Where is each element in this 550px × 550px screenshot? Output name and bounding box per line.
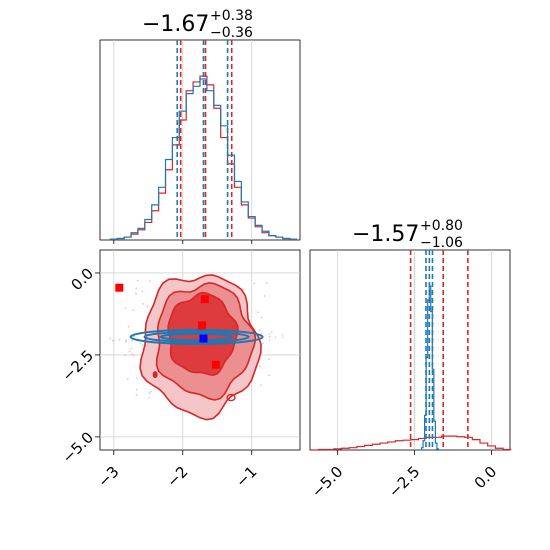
scatter-point: [130, 347, 133, 350]
scatter-point: [136, 377, 138, 380]
scatter-point: [109, 337, 112, 340]
contour-x-tick-label: −1: [232, 463, 260, 491]
blue-square-marker: [199, 334, 208, 343]
hist-x-title-value: −1.67: [142, 12, 209, 37]
scatter-point: [270, 331, 273, 333]
hist-y-x-tick-label: −2.5: [385, 463, 423, 501]
scatter-point: [258, 329, 261, 332]
scatter-point: [274, 336, 277, 339]
scatter-point: [135, 394, 138, 396]
scatter-point: [268, 339, 271, 341]
scatter-point: [132, 354, 135, 357]
scatter-point: [135, 388, 138, 391]
scatter-point: [118, 339, 121, 341]
scatter-point: [253, 282, 256, 285]
histogram-group: [109, 40, 512, 451]
hist-y-x-tick-label: 0.0: [471, 463, 501, 493]
scatter-point: [135, 287, 138, 290]
hist-x-panel: [99, 39, 301, 241]
scatter-point: [132, 309, 135, 311]
hist-x-title-lower: −0.36: [210, 25, 253, 41]
scatter-point: [127, 325, 130, 328]
scatter-point: [259, 384, 262, 387]
blue-contour-outer: [129, 328, 264, 345]
red-square-marker: [200, 295, 209, 304]
hist-y-title-lower: −1.06: [420, 235, 463, 251]
marker-group: [115, 283, 220, 369]
contour-y-tick-label: −2.5: [59, 346, 97, 384]
scatter-point: [125, 341, 127, 343]
scatter-point: [131, 339, 134, 342]
scatter-point: [265, 282, 268, 284]
scatter-point: [139, 342, 142, 345]
scatter-point: [262, 342, 264, 345]
blue-contour-mid: [143, 330, 250, 343]
hist-x-series-1: [109, 78, 298, 240]
scatter-point: [142, 303, 145, 305]
scatter-point: [260, 332, 263, 335]
scatter-point: [148, 396, 151, 399]
contour-x-tick-label: −3: [94, 463, 122, 491]
contour-y-tick-label: 0.0: [67, 264, 97, 294]
hist-y-title-upper: +0.80: [420, 218, 463, 234]
scatter-point: [281, 336, 284, 339]
scatter-point: [268, 333, 271, 336]
scatter-point: [149, 280, 151, 283]
scatter-point: [268, 374, 271, 377]
scatter-point: [268, 358, 270, 361]
scatter-point: [242, 288, 245, 291]
scatter-point: [131, 353, 133, 355]
scatter-point: [146, 305, 149, 308]
hist-x-title-upper: +0.38: [210, 8, 253, 24]
hist-x-title: −1.67 +0.38 −0.36: [142, 8, 253, 41]
contour-y-tick-label: −5.0: [59, 428, 97, 466]
red-square-marker: [198, 321, 207, 330]
scatter-point: [263, 295, 266, 297]
scatter-point: [257, 311, 259, 314]
red-square-marker: [211, 360, 220, 369]
hist-y-x-tick-label: −5.0: [308, 463, 346, 501]
scatter-point: [125, 339, 128, 342]
red-contour-island: [152, 371, 158, 379]
scatter-point: [141, 344, 144, 347]
scatter-point: [259, 365, 262, 368]
scatter-point: [133, 335, 135, 338]
scatter-point: [136, 279, 139, 282]
hist-y-title-value: −1.57: [352, 222, 419, 247]
red-contour-island: [226, 393, 236, 402]
scatter-point: [134, 292, 137, 295]
scatter-point: [128, 350, 131, 353]
scatter-point: [149, 390, 152, 393]
scatter-point: [126, 378, 129, 381]
scatter-point: [124, 354, 127, 356]
contour-x-tick-label: −2: [163, 463, 191, 491]
scatter-point: [260, 316, 263, 319]
blue-contour-inner: [159, 332, 234, 341]
scatter-point: [141, 290, 144, 293]
red-square-marker: [115, 283, 124, 292]
scatter-point: [268, 335, 271, 338]
hist-y-title: −1.57 +0.80 −1.06: [352, 218, 463, 251]
hist-y-series-0: [310, 435, 512, 451]
scatter-point: [281, 333, 284, 336]
scatter-point: [148, 392, 151, 395]
scatter-point: [111, 340, 114, 342]
scatter-point: [124, 307, 127, 310]
